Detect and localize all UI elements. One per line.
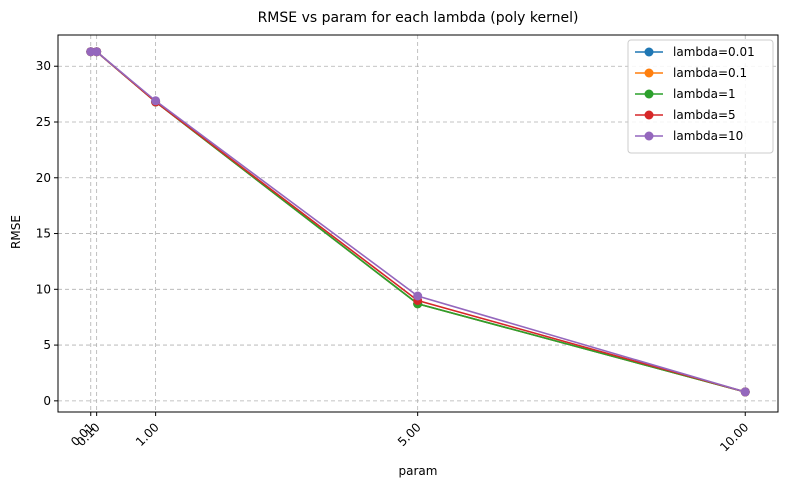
chart-title: RMSE vs param for each lambda (poly kern…: [258, 10, 579, 26]
y-tick-label: 15: [36, 227, 51, 241]
x-tick-label: 10.00: [717, 420, 751, 454]
legend-label: lambda=1: [673, 87, 736, 101]
legend-label: lambda=5: [673, 108, 736, 122]
data-point: [92, 47, 102, 57]
legend-box: [627, 39, 774, 154]
legend-label: lambda=10: [673, 129, 743, 143]
y-tick-label: 20: [36, 171, 51, 185]
y-tick-label: 25: [36, 115, 51, 129]
data-point: [151, 96, 161, 106]
data-point: [740, 387, 750, 397]
legend-label: lambda=0.1: [673, 66, 747, 80]
x-tick-label: 0.10: [74, 420, 103, 449]
legend-item: lambda=10: [635, 129, 743, 143]
y-tick-label: 30: [36, 59, 51, 73]
legend-marker: [644, 110, 654, 120]
legend-marker: [644, 47, 654, 57]
legend-item: lambda=0.1: [635, 66, 747, 80]
legend-marker: [644, 131, 654, 141]
y-axis-title: RMSE: [9, 215, 23, 249]
x-axis-ticks: 0.010.10 1.00 5.00 10.00: [68, 412, 751, 454]
legend: lambda=0.01 lambda=0.1 lambda=1 lambda=5 lam…: [627, 39, 774, 154]
legend-item: lambda=1: [635, 87, 736, 101]
series-lambda=10: [86, 47, 750, 397]
x-axis-title: param: [399, 464, 438, 478]
y-axis-ticks: 0 5 10 15 20 25 30: [36, 59, 58, 408]
x-tick-label: 1.00: [133, 420, 162, 449]
data-point: [413, 291, 423, 301]
series-layer: [86, 47, 750, 397]
legend-item: lambda=5: [635, 108, 736, 122]
legend-marker: [644, 89, 654, 99]
y-tick-label: 5: [43, 338, 51, 352]
y-tick-label: 0: [43, 394, 51, 408]
grid-lines: [58, 35, 778, 412]
legend-item: lambda=0.01: [635, 45, 755, 59]
y-tick-label: 10: [36, 282, 51, 296]
legend-label: lambda=0.01: [673, 45, 755, 59]
legend-marker: [644, 68, 654, 78]
x-tick-label: 5.00: [395, 420, 424, 449]
